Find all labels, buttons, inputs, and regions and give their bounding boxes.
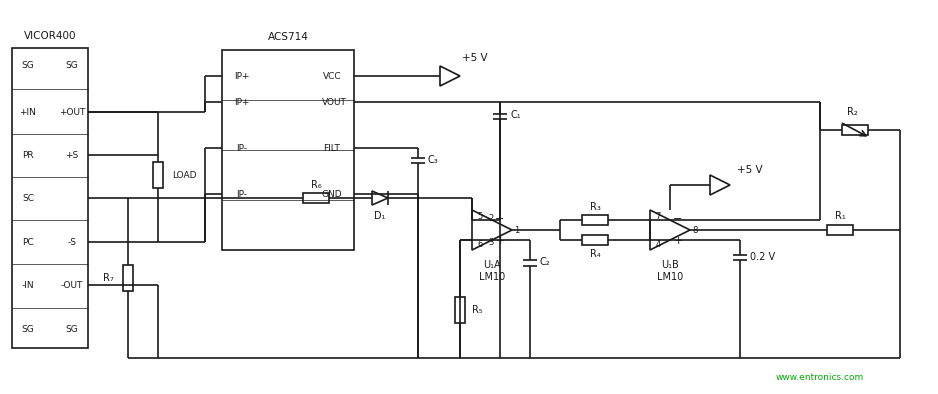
Text: −: − (495, 214, 505, 224)
Bar (123, 265, 133, 291)
Text: R₅: R₅ (472, 305, 483, 315)
Text: 1: 1 (514, 225, 520, 234)
Bar (153, 162, 163, 188)
Text: 6: 6 (477, 240, 483, 249)
Text: U₁A: U₁A (483, 260, 501, 270)
Bar (222, 50, 354, 250)
Text: +S: +S (66, 151, 79, 160)
Text: PC: PC (23, 238, 34, 247)
Text: -S: -S (68, 238, 77, 247)
Text: 8: 8 (692, 225, 697, 234)
Text: R₆: R₆ (310, 180, 322, 190)
Text: +5 V: +5 V (462, 53, 488, 63)
Text: −: − (673, 214, 683, 224)
Bar (582, 235, 608, 245)
Text: U₁B: U₁B (661, 260, 679, 270)
Text: FILT: FILT (324, 143, 340, 152)
Text: PR: PR (23, 151, 34, 160)
Text: ACS714: ACS714 (267, 32, 309, 42)
Text: R₇: R₇ (103, 273, 114, 283)
Text: 2: 2 (488, 214, 493, 223)
Text: R₃: R₃ (590, 202, 600, 212)
Text: SG: SG (22, 325, 35, 335)
Text: -IN: -IN (22, 281, 35, 290)
Text: D₁: D₁ (374, 211, 386, 221)
Text: SG: SG (66, 61, 79, 69)
Bar (12, 48, 88, 348)
Text: +: + (495, 236, 505, 246)
Text: R₄: R₄ (590, 249, 600, 259)
Text: IP-: IP- (236, 143, 248, 152)
Text: -OUT: -OUT (61, 281, 83, 290)
Text: 5: 5 (477, 212, 483, 221)
Text: LOAD: LOAD (172, 171, 196, 180)
Text: 7: 7 (656, 212, 660, 221)
Text: R₁: R₁ (835, 211, 845, 221)
Text: 0.2 V: 0.2 V (750, 252, 775, 262)
Bar (827, 225, 853, 235)
Text: LM10: LM10 (657, 272, 683, 282)
Text: VOUT: VOUT (322, 97, 346, 106)
Text: C₁: C₁ (510, 110, 521, 120)
Text: SG: SG (66, 325, 79, 335)
Text: C₂: C₂ (540, 257, 551, 267)
Text: www.entronics.com: www.entronics.com (776, 374, 864, 383)
Text: 3: 3 (488, 238, 493, 247)
Text: GND: GND (322, 190, 342, 199)
Bar (303, 193, 329, 203)
Text: +OUT: +OUT (59, 108, 85, 117)
Text: R₂: R₂ (847, 107, 857, 117)
Text: IP-: IP- (236, 190, 248, 199)
Bar (455, 297, 465, 323)
Text: VICOR400: VICOR400 (23, 31, 76, 41)
Text: C₃: C₃ (427, 155, 438, 165)
Text: IP+: IP+ (234, 97, 250, 106)
Text: IP+: IP+ (234, 71, 250, 80)
Text: SG: SG (22, 61, 35, 69)
Text: +: + (673, 236, 683, 246)
Text: 4: 4 (656, 240, 660, 249)
Bar (842, 125, 868, 135)
Text: LM10: LM10 (479, 272, 506, 282)
Text: +IN: +IN (20, 108, 37, 117)
Text: VCC: VCC (323, 71, 341, 80)
Bar (582, 215, 608, 225)
Text: +5 V: +5 V (737, 165, 763, 175)
Text: SC: SC (22, 193, 34, 203)
